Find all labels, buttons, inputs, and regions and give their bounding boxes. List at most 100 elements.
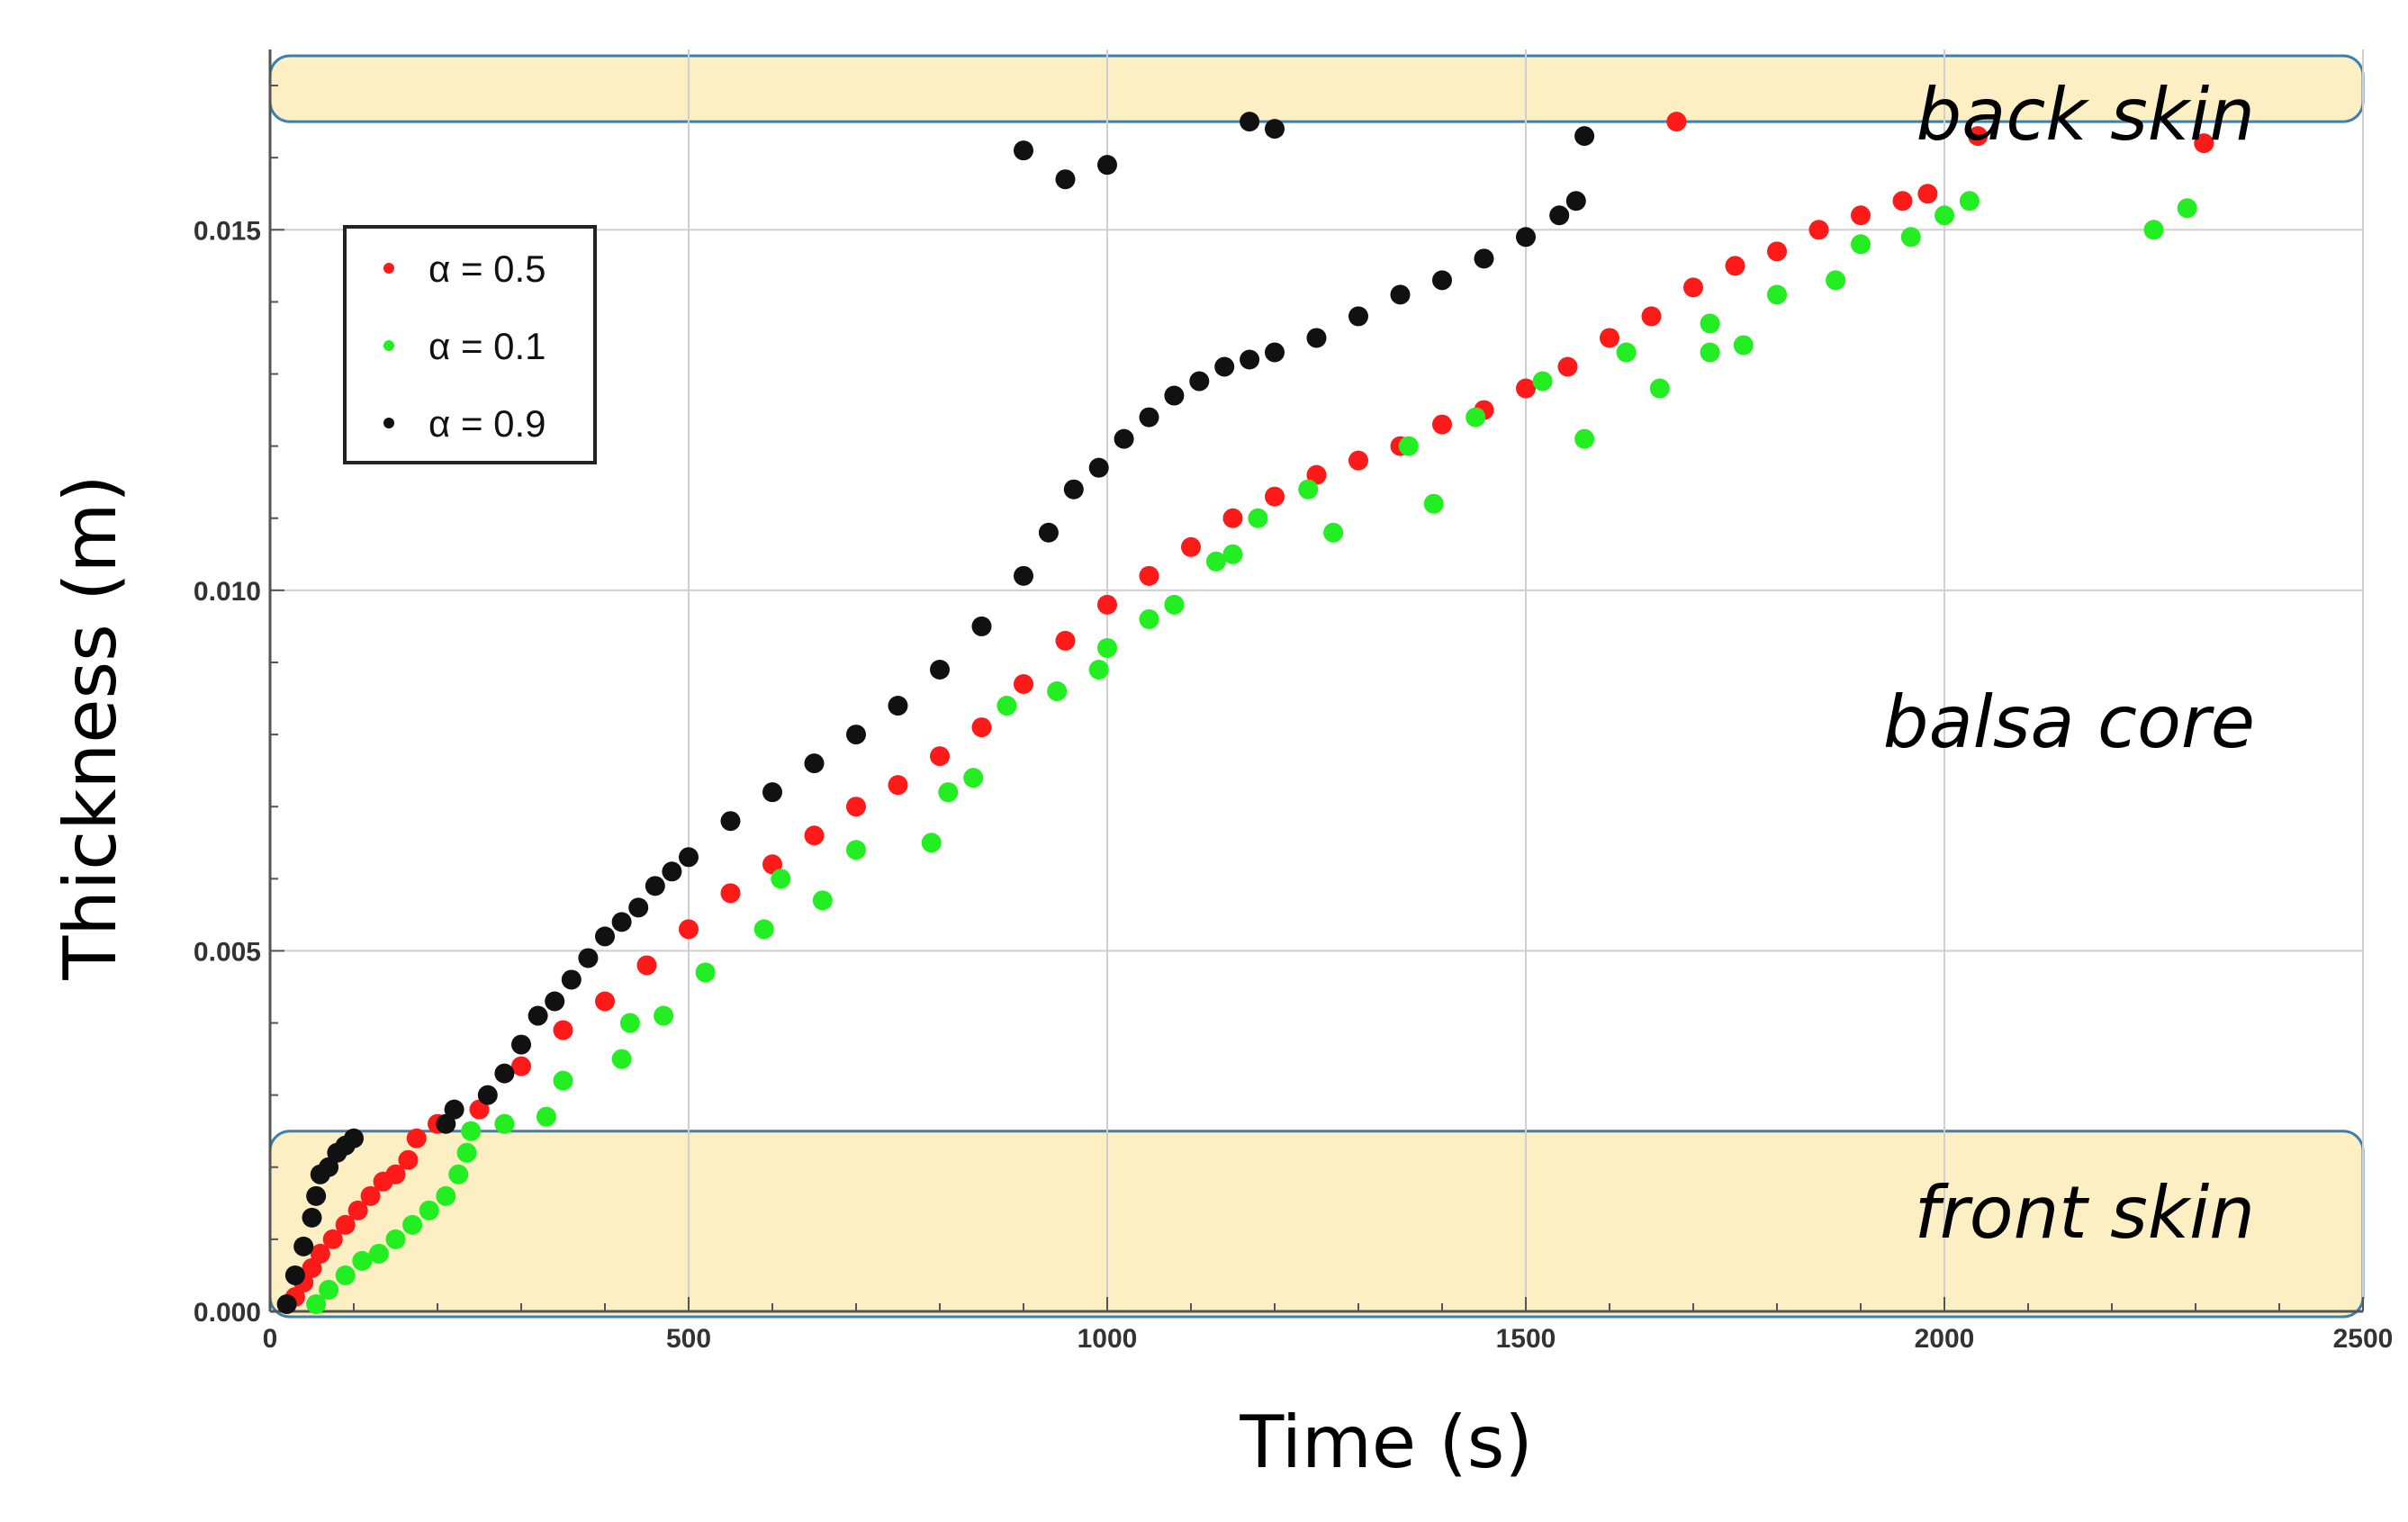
legend-label: α = 0.5 — [428, 248, 546, 290]
data-point — [398, 1149, 419, 1170]
data-point — [619, 1013, 640, 1033]
data-point — [319, 1157, 339, 1177]
data-point — [1139, 407, 1159, 428]
data-point — [1055, 169, 1076, 190]
data-point — [444, 1099, 464, 1120]
data-point — [1248, 508, 1268, 528]
legend-marker — [383, 340, 394, 351]
legend-label: α = 0.9 — [428, 402, 546, 445]
data-point — [1114, 428, 1134, 449]
y-axis-title: Thickness (m) — [49, 474, 132, 980]
y-tick-label: 0.000 — [194, 1298, 261, 1328]
data-point — [477, 1085, 498, 1105]
data-point — [536, 1106, 556, 1127]
data-point — [1532, 371, 1553, 392]
data-point — [553, 1070, 573, 1091]
data-point — [302, 1207, 322, 1228]
data-point — [1423, 493, 1444, 514]
data-point — [1038, 522, 1059, 543]
data-point — [762, 782, 782, 803]
data-point — [1164, 594, 1185, 615]
data-point — [302, 1257, 322, 1278]
data-point — [1935, 205, 1954, 226]
data-point — [306, 1293, 327, 1314]
data-point — [2177, 198, 2197, 219]
data-point — [436, 1113, 456, 1134]
data-point — [679, 847, 699, 868]
data-point — [1047, 681, 1068, 702]
data-point — [1240, 112, 1260, 132]
data-point — [1189, 371, 1210, 392]
x-axis-title: Time (s) — [1239, 1400, 1532, 1484]
data-point — [322, 1229, 343, 1249]
series-3 — [276, 112, 1595, 1314]
data-point — [1851, 205, 1871, 226]
data-point — [1265, 486, 1285, 507]
data-point — [494, 1063, 515, 1084]
legend-marker — [383, 263, 394, 274]
data-point — [2143, 220, 2164, 240]
x-tick-label: 500 — [666, 1324, 711, 1354]
region-label-front-skin: front skin — [1915, 1171, 2255, 1255]
data-point — [1466, 407, 1486, 428]
data-point — [611, 1049, 632, 1069]
data-point — [1240, 349, 1260, 370]
data-point — [1616, 342, 1637, 363]
data-point — [385, 1229, 406, 1249]
data-point — [1181, 536, 1201, 557]
data-point — [654, 1005, 674, 1026]
data-point — [276, 1293, 297, 1314]
data-point — [1826, 270, 1846, 291]
data-point — [402, 1214, 423, 1235]
data-point — [1649, 378, 1670, 399]
data-point — [528, 1005, 548, 1026]
grid-layer — [270, 50, 2364, 1311]
data-point — [448, 1164, 469, 1184]
data-point — [511, 1056, 531, 1076]
data-point — [1014, 140, 1033, 161]
data-point — [930, 746, 950, 767]
region-labels-layer: back skin balsa core front skin — [1883, 73, 2255, 1255]
data-point — [812, 890, 833, 911]
data-point — [385, 1164, 406, 1184]
data-point — [1063, 479, 1084, 500]
data-point — [1432, 270, 1452, 291]
data-point — [1474, 248, 1494, 269]
data-point — [1348, 306, 1368, 327]
data-point — [1733, 335, 1754, 356]
data-point — [1725, 256, 1745, 276]
data-point — [461, 1121, 482, 1141]
data-point — [720, 811, 741, 832]
data-point — [846, 840, 866, 860]
data-point — [1265, 342, 1285, 363]
data-point — [1808, 220, 1829, 240]
data-point — [1088, 457, 1109, 478]
data-point — [771, 869, 791, 889]
x-tick-label: 2000 — [1915, 1324, 1975, 1354]
x-tick-label: 1000 — [1078, 1324, 1138, 1354]
region-label-balsa-core: balsa core — [1883, 680, 2255, 764]
data-point — [921, 833, 942, 853]
data-point — [971, 717, 992, 738]
data-point — [344, 1128, 364, 1148]
data-point — [997, 696, 1017, 716]
data-point — [1851, 234, 1871, 255]
data-point — [419, 1200, 439, 1220]
data-point — [720, 883, 741, 904]
data-point — [1139, 565, 1159, 586]
data-point — [1557, 356, 1578, 377]
data-point — [352, 1250, 373, 1271]
data-point — [888, 696, 908, 716]
data-point — [1641, 306, 1662, 327]
data-point — [1917, 184, 1938, 204]
data-point — [762, 854, 782, 875]
data-point — [1666, 112, 1687, 132]
data-point — [804, 753, 825, 774]
data-point — [1222, 508, 1243, 528]
series-1 — [284, 112, 2214, 1307]
data-point — [406, 1128, 427, 1148]
data-point — [1767, 241, 1787, 262]
data-point — [1565, 191, 1586, 212]
data-point — [1265, 119, 1285, 140]
